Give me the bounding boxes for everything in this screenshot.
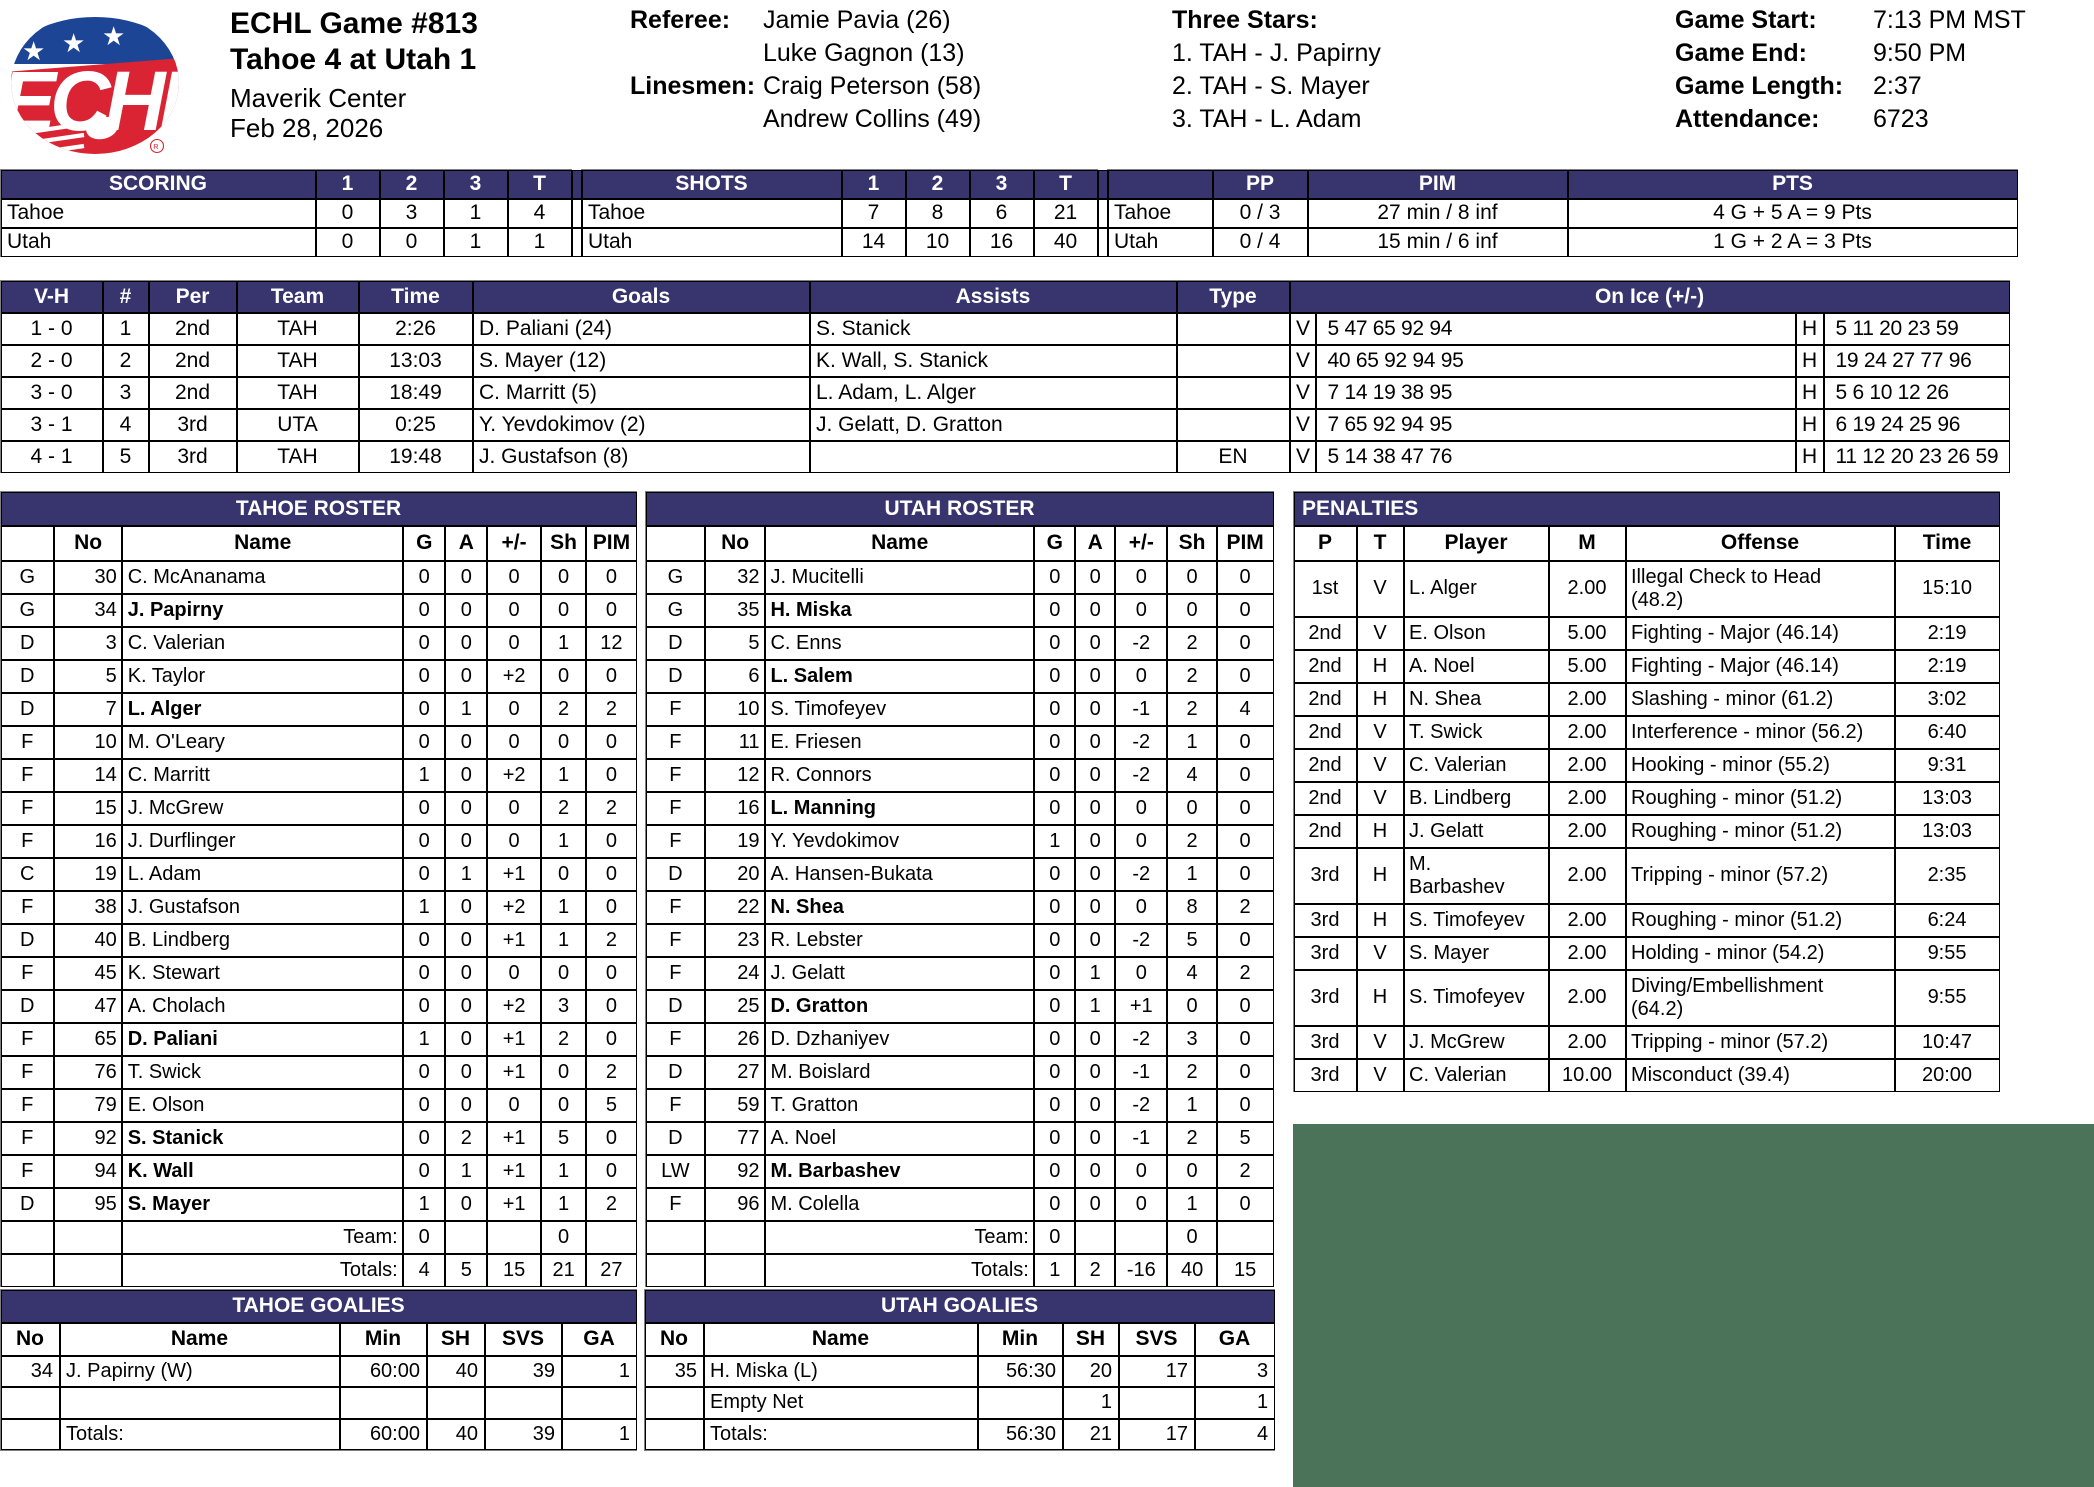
svg-text:R: R xyxy=(153,142,159,151)
svg-text:★: ★ xyxy=(102,21,125,51)
